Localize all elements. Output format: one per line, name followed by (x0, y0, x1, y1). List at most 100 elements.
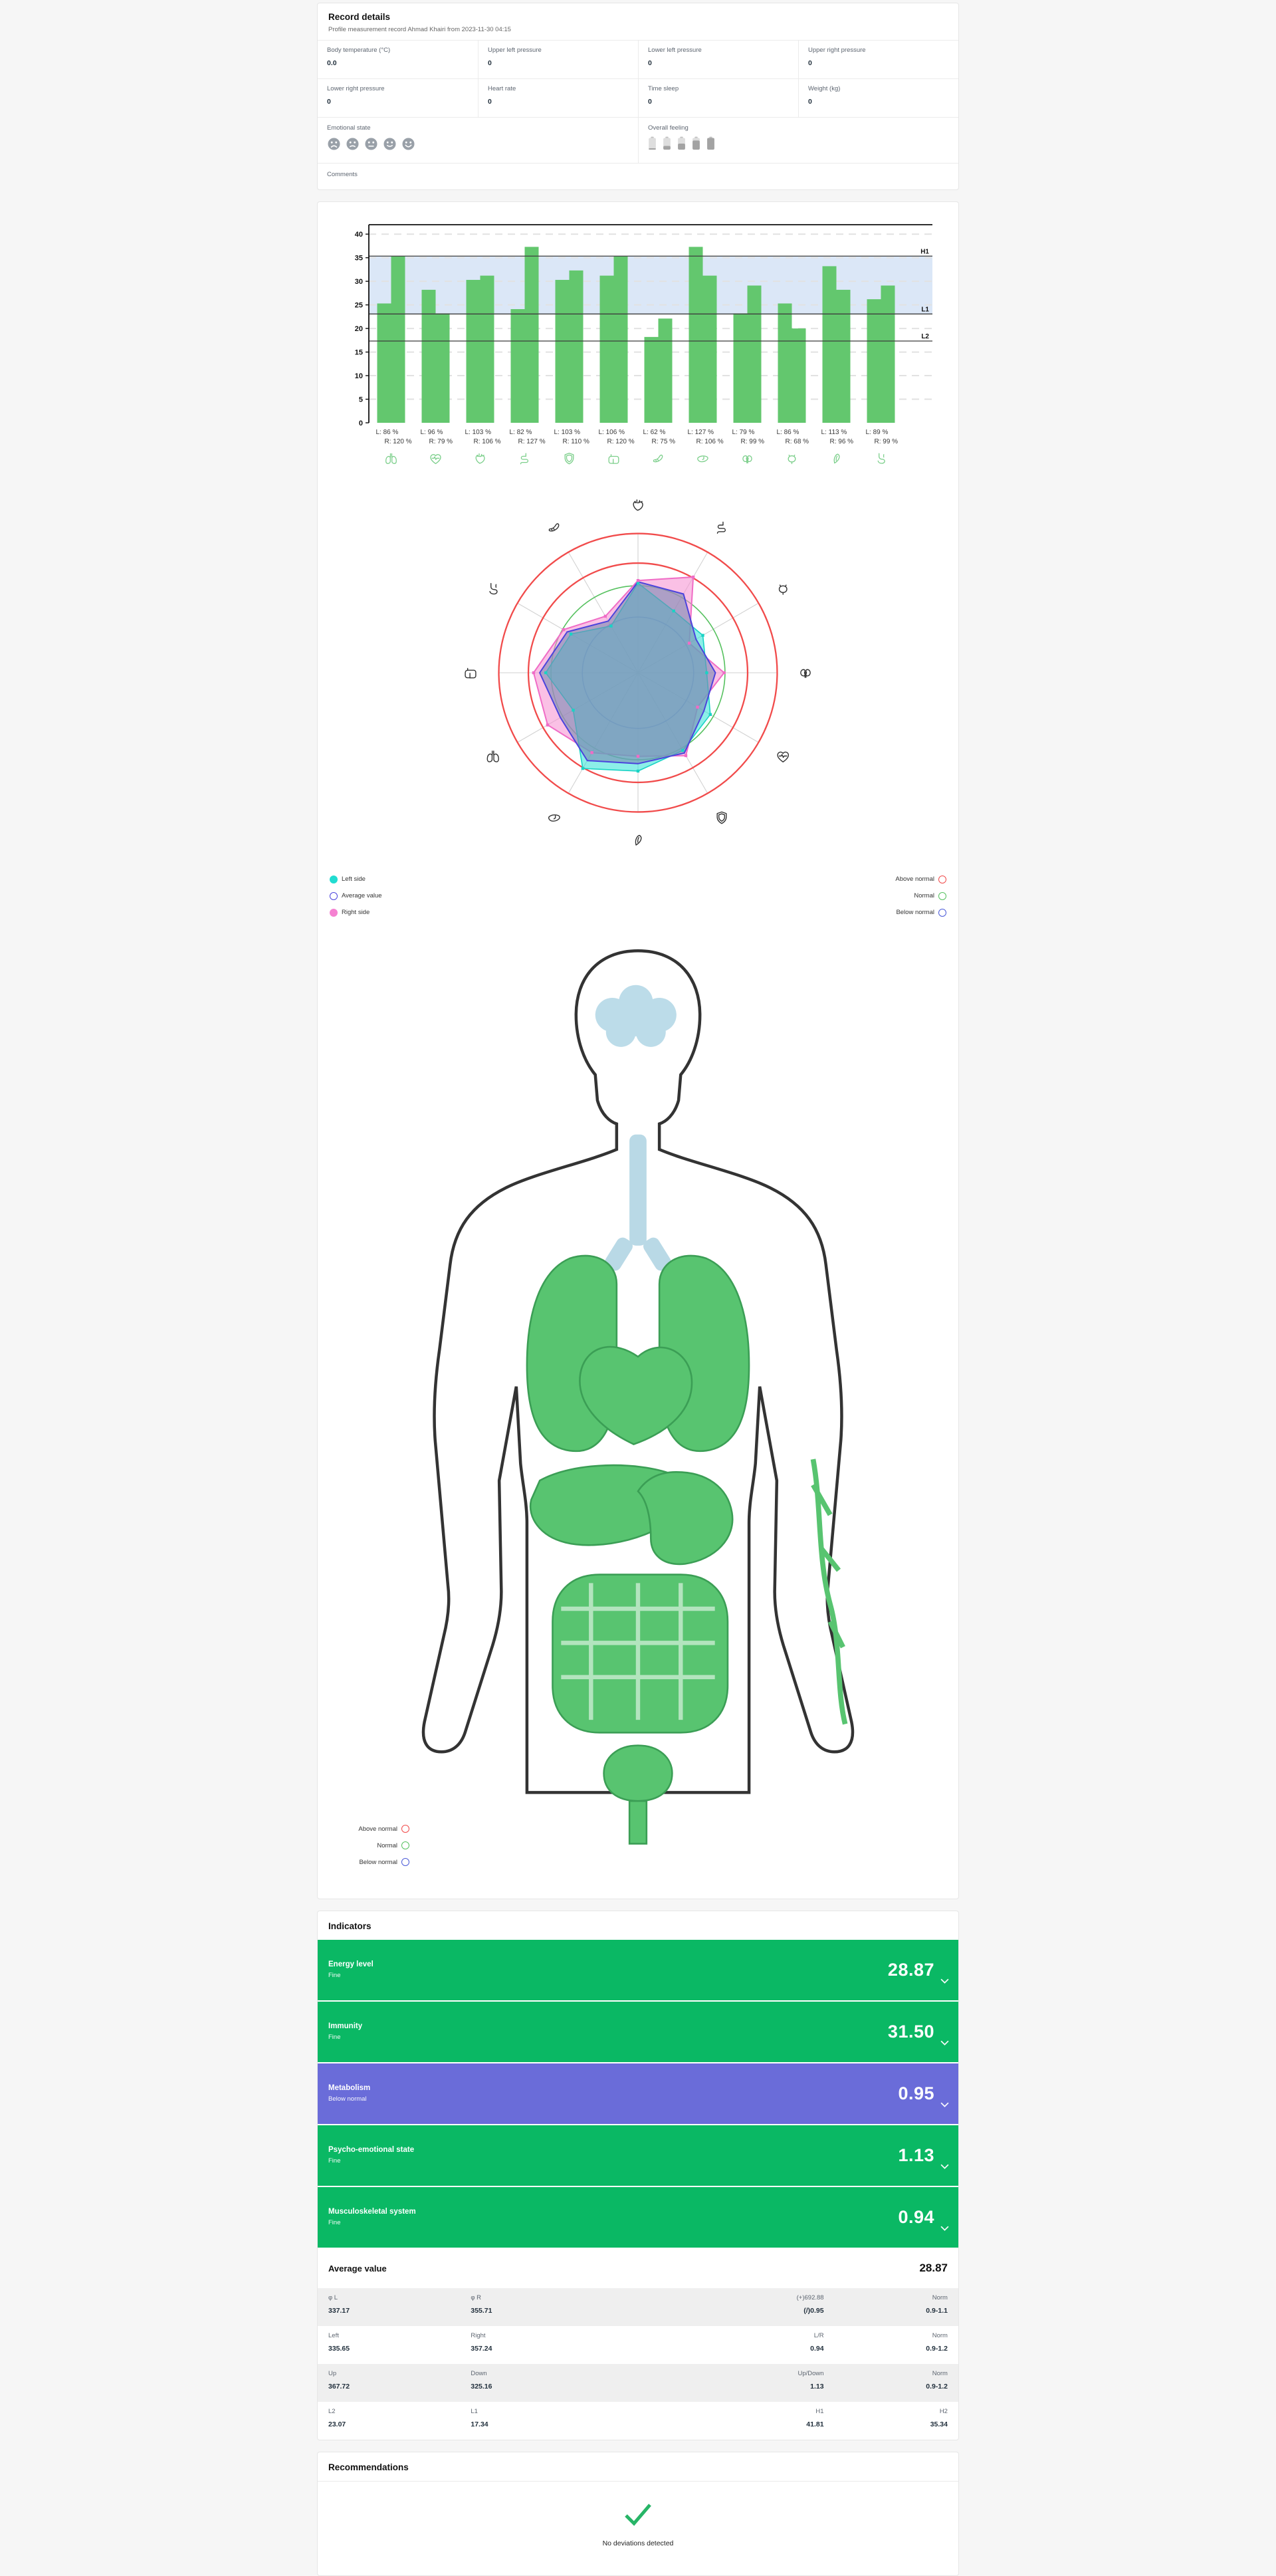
legend-label: Below normal (359, 1858, 397, 1866)
legend-swatch (330, 875, 338, 883)
indicator-label: Immunity (328, 2022, 363, 2031)
indicator-musculoskeletal-system[interactable]: Musculoskeletal system Fine 0.94 (318, 2186, 958, 2248)
radar-legend-ranges: Above normal Normal Below normal (895, 871, 946, 921)
page: Record details Profile measurement recor… (317, 0, 959, 2576)
svg-text:R: 120 %: R: 120 % (385, 438, 412, 445)
field-value: 0.0 (327, 59, 337, 67)
field-label: Time sleep (648, 85, 679, 92)
legend-swatch (401, 1841, 409, 1850)
indicator-metabolism[interactable]: Metabolism Below normal 0.95 (318, 2063, 958, 2124)
svg-text:R: 110 %: R: 110 % (563, 438, 589, 445)
face-very-happy-icon[interactable] (401, 137, 415, 151)
cell-label: φ R (471, 2293, 482, 2301)
average-value-label: Average value (328, 2263, 387, 2274)
battery-level-3-icon[interactable] (677, 136, 686, 150)
indicator-status: Fine (328, 1972, 341, 1980)
field-label: Weight (kg) (808, 85, 841, 92)
pancreas-icon (653, 454, 663, 463)
svg-text:R: 99 %: R: 99 % (875, 438, 899, 445)
legend-label: Average value (342, 892, 382, 899)
indicator-value: 31.50 (887, 2021, 934, 2042)
bar-left-stomach (867, 299, 881, 423)
stomach-organ (637, 1471, 734, 1566)
kidneys-icon (742, 455, 752, 464)
chevron-down-icon[interactable] (940, 2226, 949, 2232)
legend-item-below-normal: Below normal (895, 904, 946, 921)
indicator-right: 31.50 (888, 2018, 949, 2046)
cell-label: Right (471, 2331, 486, 2339)
bar-left-lungs (377, 303, 391, 423)
indicator-immunity[interactable]: Immunity Fine 31.50 (318, 2001, 958, 2062)
cell-label: Up/Down (798, 2369, 824, 2377)
field-weight-kg: Weight (kg) 0 (798, 78, 958, 117)
overall-feeling-cell: Overall feeling (638, 118, 958, 163)
face-sad-icon[interactable] (346, 137, 360, 151)
table-row: L2 23.07 L1 17.34 H1 41.81 H2 35.34 (318, 2402, 958, 2440)
chevron-down-icon[interactable] (940, 2040, 949, 2046)
indicator-status: Fine (328, 2219, 341, 2227)
cell-value: 325.16 (471, 2382, 492, 2391)
bladder-icon (788, 454, 796, 465)
battery-level-1-icon[interactable] (648, 136, 657, 150)
recommendations-card: Recommendations No deviations detected (317, 2451, 959, 2576)
svg-text:L1: L1 (921, 306, 929, 313)
recommendations-message: No deviations detected (602, 2539, 674, 2547)
table-cell-l1: L1 17.34 (471, 2408, 700, 2434)
field-upper-left-pressure: Upper left pressure 0 (478, 40, 638, 78)
legend-label: Right side (342, 909, 370, 916)
svg-text:35: 35 (355, 254, 363, 262)
battery-level-2-icon[interactable] (663, 136, 671, 150)
table-row: Up 367.72 Down 325.16 Up/Down 1.13 Norm 0.9-1.2 (318, 2363, 958, 2402)
liver-icon (548, 814, 560, 822)
indicator-energy-level[interactable]: Energy level Fine 28.87 (318, 1939, 958, 2000)
average-value-row: Average value 28.87 (318, 2249, 958, 2288)
bladder-icon (778, 584, 788, 595)
svg-text:L: 62 %: L: 62 % (643, 429, 666, 436)
page-title: Record details (328, 12, 391, 22)
comments-row: Comments (318, 163, 958, 189)
indicator-text: Immunity Fine (328, 2022, 362, 2041)
cell-label: Norm (932, 2369, 948, 2377)
charts-card: L: 86 % R: 120 % L: 96 % R: 79 % L: 103 % R: … (317, 201, 959, 1899)
average-value: 28.87 (919, 2262, 948, 2275)
field-body-temperature-c: Body temperature (°C) 0.0 (318, 40, 478, 78)
radar-legend-series: Left side Average value Right side (330, 871, 382, 921)
bar-left-gastrointestinal-tract (510, 309, 525, 423)
indicator-right: 0.95 (898, 2079, 949, 2108)
face-very-sad-icon[interactable] (327, 137, 341, 151)
field-value: 0 (808, 98, 812, 106)
bar-right-gastrointestinal-tract (524, 247, 539, 423)
legend-swatch (938, 875, 946, 883)
battery-level-5-icon[interactable] (706, 136, 715, 150)
cardiovascular-icon (475, 453, 485, 464)
radar-average (538, 581, 716, 764)
battery-level-4-icon[interactable] (692, 136, 700, 150)
legend-item-above-normal: Above normal (330, 1821, 409, 1837)
legend-label: Normal (377, 1841, 397, 1849)
lungs-icon (486, 751, 499, 762)
svg-text:L: 106 %: L: 106 % (599, 429, 625, 436)
face-happy-icon[interactable] (383, 137, 397, 151)
svg-text:H1: H1 (920, 248, 929, 255)
field-label: Lower right pressure (327, 85, 385, 92)
heart-organ (579, 1346, 693, 1445)
bar-left-cardiovascular (466, 280, 480, 423)
table-cell-down: Down 325.16 (471, 2370, 700, 2396)
table-cell-l-r: L/R 0.94 (700, 2332, 823, 2358)
indicator-psycho-emotional-state[interactable]: Psycho-emotional state Fine 1.13 (318, 2125, 958, 2186)
field-value: 0 (808, 59, 812, 67)
chevron-down-icon[interactable] (940, 2102, 949, 2108)
liver-icon (697, 455, 708, 463)
indicator-status: Fine (328, 2034, 341, 2042)
table-cell-up-down: Up/Down 1.13 (700, 2369, 824, 2396)
immune-system-icon (564, 453, 574, 465)
kidneys-icon (800, 669, 811, 678)
chevron-down-icon[interactable] (940, 1978, 949, 1984)
indicator-value: 0.95 (898, 2083, 934, 2103)
comments-label: Comments (327, 171, 358, 178)
cell-value: 367.72 (328, 2382, 350, 2391)
chevron-down-icon[interactable] (940, 2164, 949, 2170)
face-neutral-icon[interactable] (364, 137, 378, 151)
cell-label: Norm (932, 2331, 948, 2339)
legend-label: Normal (914, 892, 934, 899)
